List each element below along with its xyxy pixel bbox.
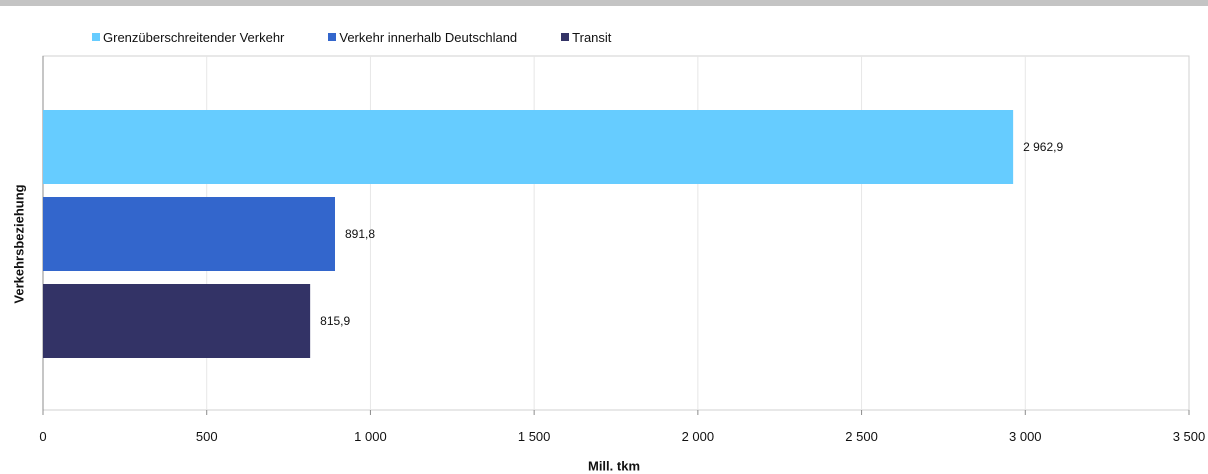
legend-swatch-icon	[561, 33, 570, 41]
legend-item-inland: Verkehr innerhalb Deutschland	[328, 30, 517, 45]
x-tick-label: 1 000	[354, 429, 387, 444]
top-bar	[0, 0, 1208, 6]
bar-value-label: 2 962,9	[1023, 140, 1063, 154]
x-tick-label: 2 000	[682, 429, 715, 444]
chart-legend: Grenzüberschreitender Verkehr Verkehr in…	[92, 28, 655, 46]
bar	[43, 284, 311, 358]
x-tick-label: 0	[39, 429, 46, 444]
x-tick-label: 3 500	[1173, 429, 1206, 444]
x-tick-label: 500	[196, 429, 218, 444]
x-tick-label: 2 500	[845, 429, 878, 444]
x-tick-label: 1 500	[518, 429, 551, 444]
bar-value-label: 815,9	[320, 314, 350, 328]
bar	[43, 197, 336, 271]
legend-label: Grenzüberschreitender Verkehr	[103, 29, 285, 45]
bar	[43, 110, 1014, 184]
bar-value-label: 891,8	[345, 227, 375, 241]
legend-item-transit: Transit	[561, 30, 611, 45]
legend-swatch-icon	[328, 33, 337, 41]
y-axis-title: Verkehrsbeziehung	[11, 184, 27, 304]
x-tick-label: 3 000	[1009, 429, 1042, 444]
x-axis-title: Mill. tkm	[587, 458, 641, 474]
legend-label: Verkehr innerhalb Deutschland	[339, 29, 518, 45]
legend-label: Transit	[572, 29, 612, 45]
legend-item-grenzueberschreitend: Grenzüberschreitender Verkehr	[92, 30, 284, 45]
legend-swatch-icon	[92, 33, 100, 41]
